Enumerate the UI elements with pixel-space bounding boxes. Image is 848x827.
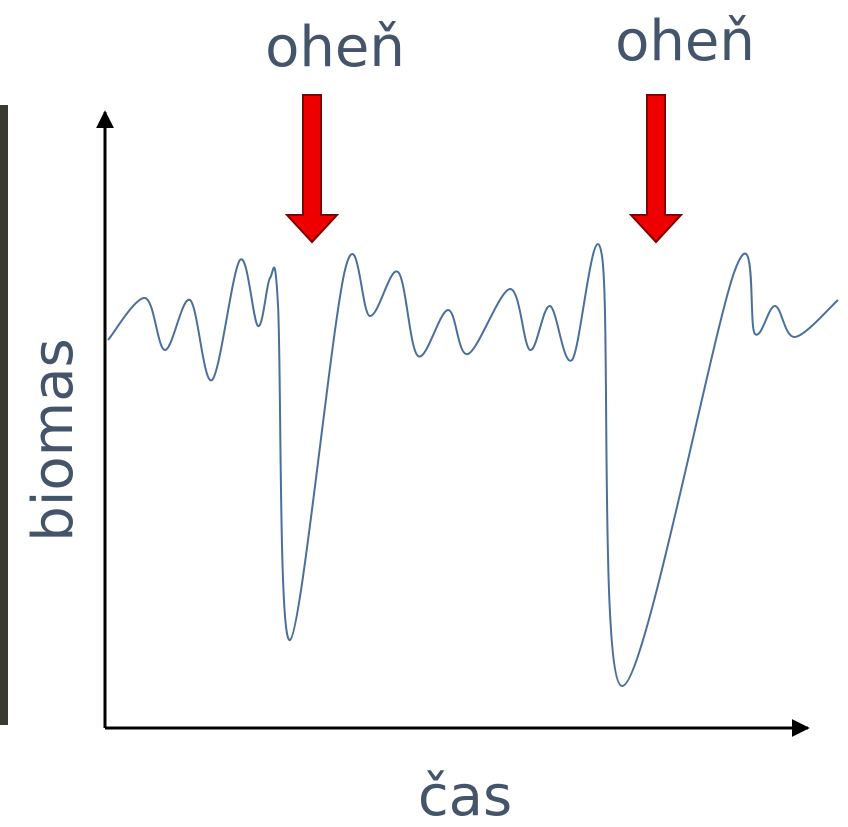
- fire-label: oheň: [265, 15, 405, 80]
- x-axis-label: čas: [418, 764, 512, 823]
- fire-label: oheň: [615, 9, 755, 74]
- image-strip: [0, 105, 8, 725]
- y-axis-label: biomas: [21, 338, 86, 541]
- fire-arrow: [284, 94, 340, 244]
- biomass-curve: [107, 243, 839, 688]
- fire-arrow: [628, 94, 684, 244]
